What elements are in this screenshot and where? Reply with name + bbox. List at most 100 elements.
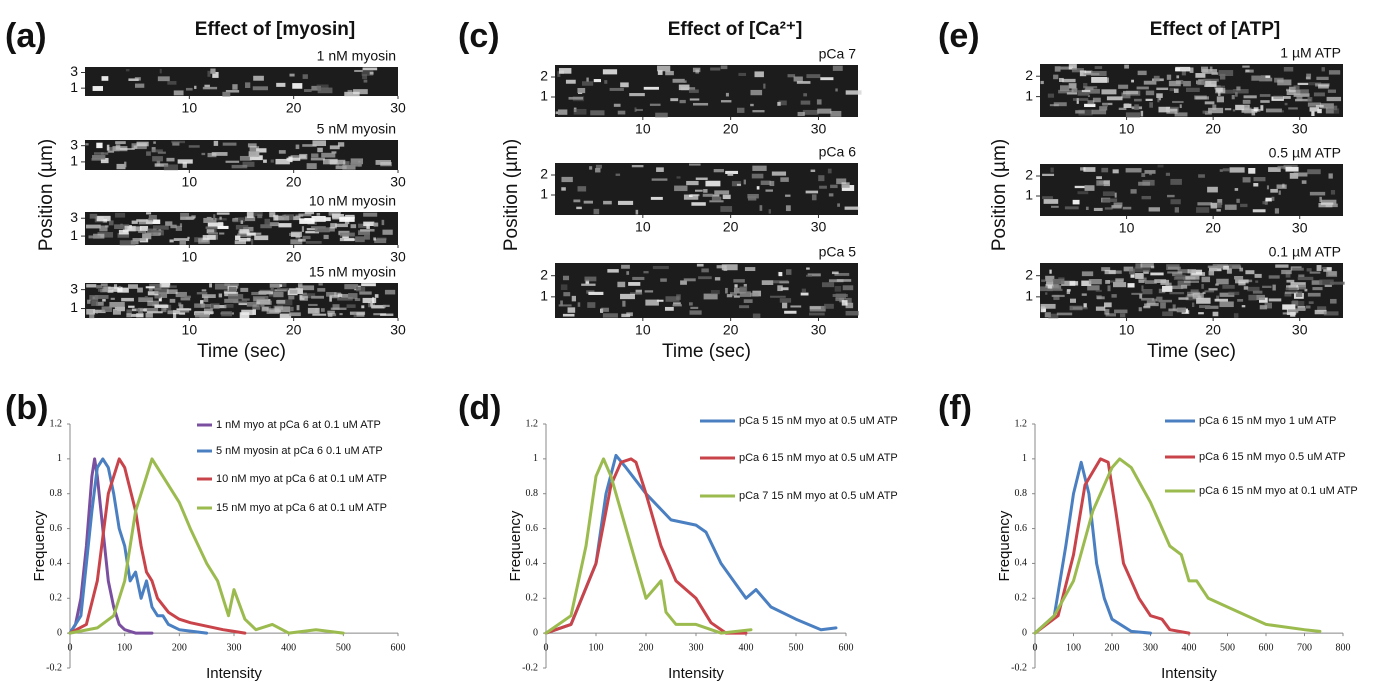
kymograph-speckle bbox=[1321, 67, 1325, 72]
kymograph-speckle bbox=[101, 76, 109, 81]
kymograph-speckle bbox=[1321, 267, 1327, 270]
kymograph-speckle bbox=[1209, 66, 1213, 72]
kymograph-speckle bbox=[656, 167, 664, 172]
kymograph-speckle bbox=[604, 80, 608, 84]
kymograph-speckle bbox=[1083, 303, 1087, 309]
kymograph-speckle bbox=[1294, 98, 1311, 102]
kymograph-speckle bbox=[1259, 77, 1273, 82]
kymograph-speckle bbox=[1066, 290, 1071, 295]
x-tick-label: 300 bbox=[227, 642, 242, 653]
kymograph-speckle bbox=[841, 182, 850, 188]
kymograph-speckle bbox=[1081, 280, 1092, 286]
kymograph-speckle bbox=[298, 213, 312, 217]
legend-label: pCa 6 15 nM myo at 0.1 uM ATP bbox=[1199, 485, 1358, 497]
kymograph-speckle bbox=[817, 108, 832, 114]
kymograph-speckle bbox=[1319, 196, 1322, 203]
kymograph-speckle bbox=[1083, 86, 1098, 89]
kymograph-speckle bbox=[739, 305, 750, 309]
panel-label: (e) bbox=[938, 17, 980, 55]
x-tick-label: 20 bbox=[1205, 220, 1221, 236]
kymograph-speckle bbox=[1328, 70, 1341, 75]
kymograph-speckle bbox=[1290, 282, 1306, 288]
kymograph-speckle bbox=[118, 285, 121, 290]
kymograph-speckle bbox=[695, 177, 708, 180]
y-tick-label: 1 bbox=[1025, 187, 1033, 203]
kymograph-speckle bbox=[280, 283, 287, 287]
kymograph-speckle bbox=[1240, 203, 1248, 208]
kymograph-speckle bbox=[1162, 285, 1173, 292]
kymograph-speckle bbox=[273, 291, 284, 298]
kymograph-speckle bbox=[835, 88, 838, 92]
kymograph-speckle bbox=[355, 236, 365, 243]
kymograph-speckle bbox=[1293, 85, 1300, 90]
kymograph-speckle bbox=[1162, 311, 1173, 317]
kymograph-speckle bbox=[117, 306, 125, 312]
kymograph-speckle bbox=[301, 226, 305, 233]
kymograph-speckle bbox=[1307, 97, 1313, 102]
kymograph-speckle bbox=[1077, 191, 1089, 195]
kymograph-speckle bbox=[1330, 190, 1336, 195]
kymograph-speckle bbox=[1185, 87, 1200, 92]
kymograph-speckle bbox=[1248, 294, 1257, 301]
kymograph-speckle bbox=[576, 206, 582, 210]
kymograph-speckle bbox=[1219, 169, 1223, 172]
kymograph-speckle bbox=[147, 291, 159, 296]
kymograph-speckle bbox=[1145, 90, 1155, 96]
y-tick-label: 0.2 bbox=[50, 593, 63, 604]
kymograph-speckle bbox=[277, 288, 289, 291]
kymograph-speckle bbox=[175, 225, 182, 231]
kymograph-speckle bbox=[1143, 270, 1149, 274]
kymograph-speckle bbox=[1134, 98, 1142, 102]
kymograph-speckle bbox=[672, 304, 682, 307]
kymograph-speckle bbox=[589, 166, 593, 170]
kymograph-speckle bbox=[1085, 206, 1089, 211]
kymograph-speckle bbox=[1146, 300, 1156, 305]
kymograph-speckle bbox=[1144, 170, 1156, 174]
kymograph-speckle bbox=[1093, 77, 1109, 83]
kymograph-speckle bbox=[211, 152, 228, 156]
kymograph-speckle bbox=[560, 300, 563, 307]
kymograph-speckle bbox=[1305, 305, 1311, 309]
kymograph-speckle bbox=[224, 291, 239, 297]
kymograph-speckle bbox=[1139, 294, 1143, 299]
kymograph-speckle bbox=[768, 209, 771, 214]
y-tick-label: 0.8 bbox=[526, 488, 539, 499]
kymograph-speckle bbox=[1121, 92, 1131, 99]
kymograph-speckle bbox=[726, 294, 733, 298]
kymograph-speckle bbox=[1326, 96, 1342, 102]
kymograph-speckle bbox=[102, 286, 109, 292]
kymograph-speckle bbox=[595, 168, 601, 173]
kymograph-speckle bbox=[1166, 264, 1180, 270]
kymograph-speckle bbox=[567, 307, 576, 313]
kymograph-speckle bbox=[179, 223, 183, 227]
kymograph-speckle bbox=[586, 77, 589, 82]
kymograph-speckle bbox=[126, 313, 132, 318]
kymograph-speckle bbox=[1234, 275, 1244, 280]
kymograph-speckle bbox=[807, 273, 821, 277]
kymograph-speckle bbox=[257, 214, 263, 219]
y-tick-label: 0 bbox=[533, 627, 538, 638]
kymograph-speckle bbox=[92, 155, 106, 160]
kymograph-speckle bbox=[154, 294, 161, 299]
kymograph-speckle bbox=[201, 294, 216, 298]
kymograph-speckle bbox=[1262, 201, 1268, 205]
kymograph-speckle bbox=[694, 189, 703, 192]
kymograph-speckle bbox=[371, 305, 385, 309]
kymograph-speckle bbox=[1102, 198, 1118, 202]
kymograph-speckle bbox=[348, 293, 358, 299]
kymograph-speckle bbox=[224, 303, 234, 308]
kymograph-speckle bbox=[354, 298, 361, 302]
kymograph-speckle bbox=[770, 295, 786, 298]
kymograph-speckle bbox=[109, 301, 125, 308]
kymograph-speckle bbox=[317, 87, 333, 94]
kymograph-speckle bbox=[194, 85, 197, 89]
kymograph-speckle bbox=[1138, 280, 1145, 283]
kymograph-speckle bbox=[1204, 101, 1215, 105]
kymograph-speckle bbox=[1052, 278, 1065, 285]
kymograph-speckle bbox=[376, 237, 387, 241]
kymograph-speckle bbox=[114, 224, 130, 229]
kymograph-speckle bbox=[1276, 184, 1287, 189]
kymograph-speckle bbox=[354, 69, 364, 72]
kymograph-speckle bbox=[836, 279, 852, 282]
kymograph-speckle bbox=[316, 212, 321, 216]
